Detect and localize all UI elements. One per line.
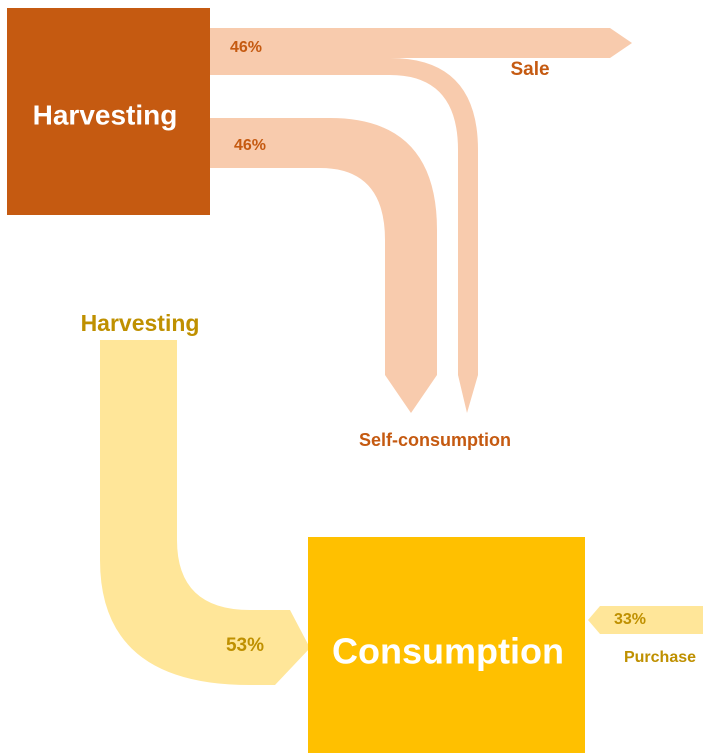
flow-label: 46% [234,137,266,154]
purchase-arrow [588,606,703,634]
harvesting-source-label: Harvesting [81,310,200,336]
flow-label: 33% [614,611,646,628]
harvesting-box [7,8,210,215]
consumption-box [308,537,585,753]
harvesting-node-label: Harvesting [33,99,178,130]
flow-label: 53% [226,635,264,656]
self-consumption-arrow [210,118,437,413]
sale-arrow [210,28,632,58]
self-consumption-label: Self-consumption [359,430,511,450]
purchase-label: Purchase [624,649,696,666]
flow-label: 46% [230,39,262,56]
sale-label: Sale [510,59,549,80]
self-consumption-thin-arrow [210,58,478,413]
harvesting-arrow [100,340,310,685]
consumption-node-label: Consumption [332,631,564,672]
